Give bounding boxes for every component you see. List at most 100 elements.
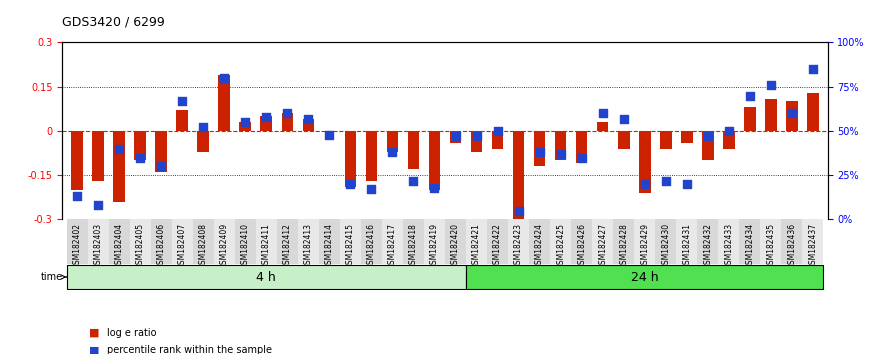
- Text: GDS3420 / 6299: GDS3420 / 6299: [62, 15, 165, 28]
- Bar: [492, 131, 504, 149]
- Text: GSM182425: GSM182425: [556, 223, 565, 269]
- Bar: [613, 219, 635, 264]
- Text: ■: ■: [89, 328, 100, 338]
- Point: [385, 149, 400, 155]
- Bar: [786, 102, 797, 131]
- Point: [659, 178, 673, 183]
- Bar: [134, 131, 146, 160]
- Text: GSM182411: GSM182411: [262, 223, 271, 269]
- Text: GSM182429: GSM182429: [640, 223, 650, 269]
- Text: 24 h: 24 h: [631, 270, 659, 284]
- Bar: [744, 107, 756, 131]
- Bar: [660, 131, 672, 149]
- Text: GSM182437: GSM182437: [808, 223, 818, 269]
- Text: GSM182409: GSM182409: [220, 223, 229, 269]
- Text: GSM182432: GSM182432: [703, 223, 712, 269]
- Bar: [403, 219, 424, 264]
- Bar: [676, 219, 698, 264]
- Text: GSM182408: GSM182408: [198, 223, 207, 269]
- Point: [743, 93, 757, 98]
- Text: GSM182402: GSM182402: [72, 223, 82, 269]
- Point: [133, 155, 147, 160]
- Bar: [382, 219, 403, 264]
- Bar: [449, 131, 461, 143]
- Point: [70, 194, 85, 199]
- Bar: [319, 219, 340, 264]
- Bar: [718, 219, 740, 264]
- Point: [490, 128, 505, 134]
- Point: [805, 66, 820, 72]
- Bar: [218, 75, 230, 131]
- Text: GSM182421: GSM182421: [472, 223, 481, 269]
- Bar: [113, 131, 125, 202]
- Point: [449, 133, 463, 139]
- Point: [112, 146, 126, 152]
- Text: GSM182427: GSM182427: [598, 223, 607, 269]
- Bar: [571, 219, 592, 264]
- Point: [532, 149, 546, 155]
- Bar: [340, 219, 360, 264]
- Bar: [702, 131, 714, 160]
- Bar: [698, 219, 718, 264]
- Text: percentile rank within the sample: percentile rank within the sample: [107, 346, 271, 354]
- Bar: [298, 219, 319, 264]
- Point: [217, 75, 231, 81]
- Bar: [655, 219, 676, 264]
- Text: 4 h: 4 h: [256, 270, 276, 284]
- Text: GSM182428: GSM182428: [619, 223, 628, 269]
- Point: [469, 133, 483, 139]
- Point: [512, 208, 526, 213]
- Bar: [303, 119, 314, 131]
- Bar: [235, 219, 255, 264]
- Bar: [803, 219, 823, 264]
- Bar: [487, 219, 508, 264]
- Bar: [87, 219, 109, 264]
- Bar: [214, 219, 235, 264]
- Text: GSM182416: GSM182416: [367, 223, 376, 269]
- Bar: [239, 122, 251, 131]
- Bar: [277, 219, 298, 264]
- Bar: [130, 219, 150, 264]
- Bar: [760, 219, 781, 264]
- Bar: [156, 131, 167, 172]
- Point: [764, 82, 778, 88]
- Point: [554, 151, 568, 157]
- Bar: [176, 110, 188, 131]
- Point: [785, 110, 799, 116]
- Text: ■: ■: [89, 346, 100, 354]
- Bar: [508, 219, 530, 264]
- Bar: [765, 98, 777, 131]
- Text: GSM182420: GSM182420: [451, 223, 460, 269]
- Bar: [781, 219, 803, 264]
- Text: GSM182413: GSM182413: [303, 223, 312, 269]
- Bar: [429, 131, 441, 190]
- Text: GSM182418: GSM182418: [409, 223, 418, 269]
- Text: GSM182407: GSM182407: [178, 223, 187, 269]
- Text: GSM182426: GSM182426: [578, 223, 587, 269]
- Text: GSM182435: GSM182435: [766, 223, 775, 269]
- Text: GSM182422: GSM182422: [493, 223, 502, 269]
- Point: [364, 187, 378, 192]
- Bar: [71, 131, 83, 190]
- Bar: [740, 219, 760, 264]
- Text: time: time: [41, 272, 66, 282]
- Point: [154, 164, 168, 169]
- Point: [700, 133, 715, 139]
- Point: [196, 125, 210, 130]
- Bar: [109, 219, 130, 264]
- Bar: [681, 131, 692, 143]
- Text: log e ratio: log e ratio: [107, 328, 157, 338]
- Bar: [635, 219, 655, 264]
- Point: [301, 116, 315, 121]
- Bar: [198, 131, 209, 152]
- Point: [407, 178, 421, 183]
- Text: GSM182431: GSM182431: [683, 223, 692, 269]
- Point: [637, 181, 651, 187]
- Bar: [466, 265, 823, 289]
- Bar: [534, 131, 546, 166]
- Bar: [471, 131, 482, 152]
- Bar: [255, 219, 277, 264]
- Text: GSM182433: GSM182433: [724, 223, 733, 269]
- Text: GSM182436: GSM182436: [788, 223, 797, 269]
- Bar: [807, 93, 819, 131]
